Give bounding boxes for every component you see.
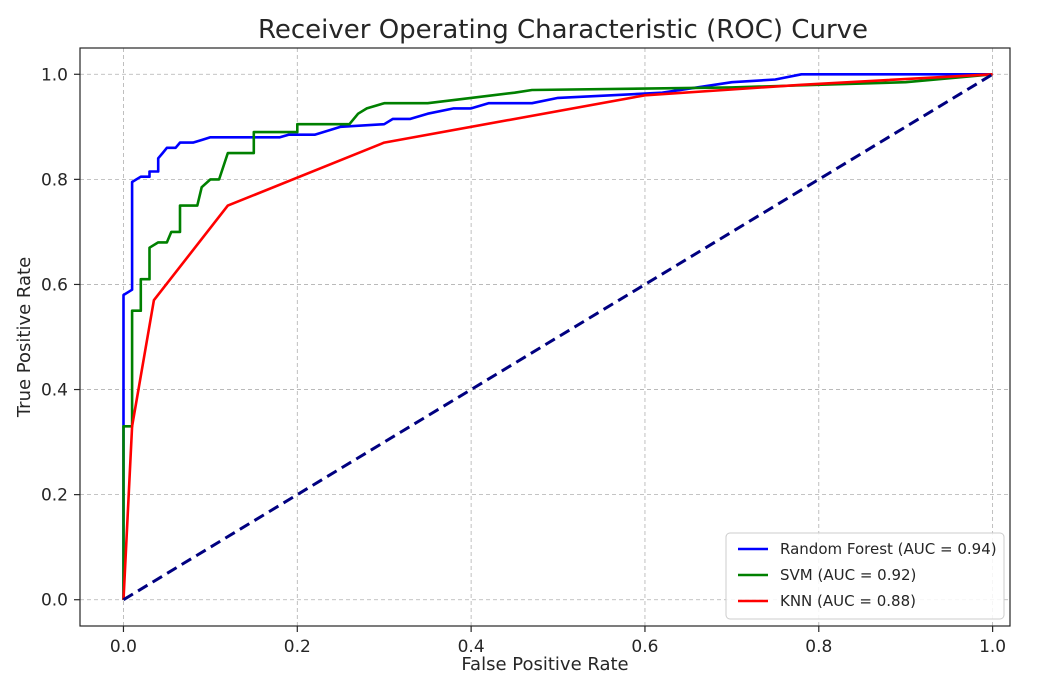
svm-line: [122, 73, 993, 600]
svm-legend-label: SVM (AUC = 0.92): [780, 566, 916, 584]
ticks: 0.0 0.2 0.4 0.6 0.8 1.0 0.0 0.2 0.4 0.6 0.8 1.0: [41, 65, 1006, 657]
y-tick-label: 0.8: [41, 170, 68, 190]
series-layer: [122, 73, 994, 601]
x-axis-label: False Positive Rate: [461, 654, 628, 675]
grid: [80, 48, 1010, 626]
y-tick-label: 0.0: [41, 591, 68, 611]
x-tick-label: 1.0: [979, 637, 1006, 657]
y-tick-label: 0.2: [41, 486, 68, 506]
knn-line: [122, 73, 993, 600]
legend-box: [725, 532, 1005, 620]
y-tick-label: 1.0: [41, 65, 68, 85]
legend: Random Forest (AUC = 0.94) SVM (AUC = 0.9…: [725, 532, 1005, 620]
x-tick-label: 0.6: [631, 637, 658, 657]
plot-frame: [79, 47, 1011, 627]
x-tick-label: 0.2: [284, 637, 311, 657]
chart-title: Receiver Operating Characteristic (ROC) …: [258, 15, 868, 45]
x-tick-label: 0.0: [110, 637, 137, 657]
x-tick-label: 0.8: [805, 637, 832, 657]
x-tick-label: 0.4: [458, 637, 485, 657]
y-axis-label: True Positive Rate: [14, 257, 35, 418]
random-forest-line: [122, 73, 993, 600]
random-forest-legend-label: Random Forest (AUC = 0.94): [780, 540, 997, 558]
y-tick-label: 0.6: [41, 275, 68, 295]
knn-legend-label: KNN (AUC = 0.88): [780, 592, 916, 610]
y-tick-label: 0.4: [41, 381, 68, 401]
